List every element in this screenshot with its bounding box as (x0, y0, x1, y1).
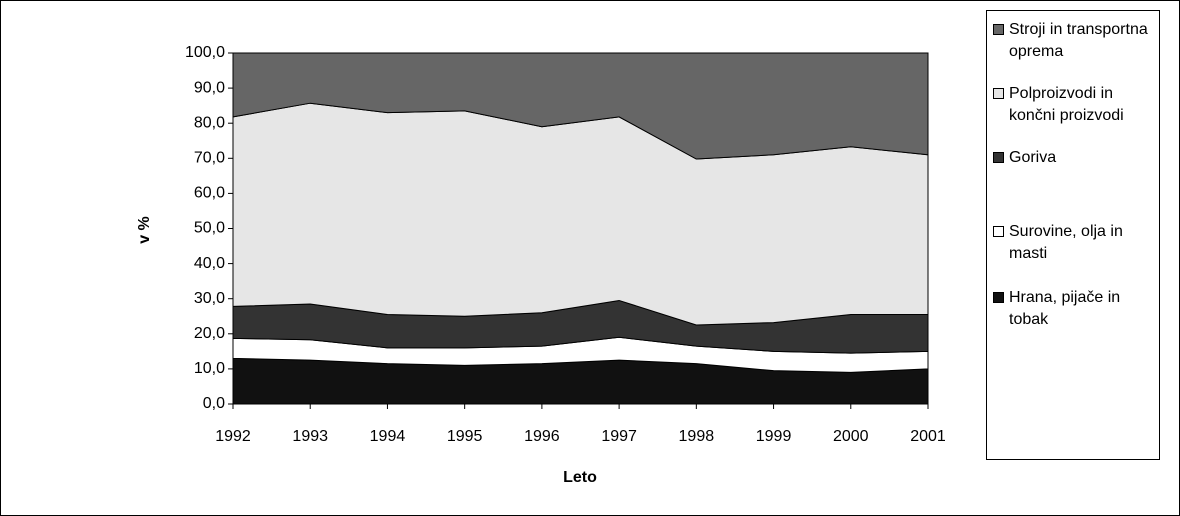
y-tick-label: 40,0 (194, 255, 225, 272)
legend-label: Hrana, pijače in tobak (1009, 289, 1121, 328)
legend-label: Stroji in transportna oprema (1009, 21, 1148, 60)
x-tick-label: 1992 (215, 428, 251, 445)
y-tick-label: 90,0 (194, 79, 225, 96)
x-axis-label: Leto (563, 469, 597, 486)
legend-swatch (993, 88, 1004, 99)
legend-label: Surovine, olja in masti (1009, 223, 1123, 262)
legend-label: Polproizvodi in končni proizvodi (1009, 85, 1124, 124)
y-tick-label: 70,0 (194, 150, 225, 167)
x-tick-label: 1996 (524, 428, 560, 445)
y-tick-label: 50,0 (194, 220, 225, 237)
x-tick-label: 1998 (679, 428, 715, 445)
x-tick-label: 1993 (292, 428, 328, 445)
y-tick-label: 30,0 (194, 290, 225, 307)
y-tick-label: 100,0 (185, 44, 225, 61)
x-tick-label: 2000 (833, 428, 869, 445)
area (232, 52, 929, 160)
legend-swatch (993, 292, 1004, 303)
x-tick-label: 1999 (756, 428, 792, 445)
x-tick-label: 1997 (601, 428, 637, 445)
y-tick-label: 0,0 (203, 395, 225, 412)
x-tick-label: 1995 (447, 428, 483, 445)
y-tick-label: 10,0 (194, 360, 225, 377)
x-tick-label: 2001 (910, 428, 946, 445)
y-axis-label: v % (136, 216, 153, 244)
legend-swatch (993, 226, 1004, 237)
y-tick-label: 60,0 (194, 185, 225, 202)
y-tick-label: 20,0 (194, 325, 225, 342)
legend: Stroji in transportna oprema Polproizvodi… (986, 10, 1160, 460)
legend-swatch (993, 152, 1004, 163)
y-tick-label: 80,0 (194, 114, 225, 131)
x-tick-label: 1994 (370, 428, 406, 445)
legend-label: Goriva (1009, 149, 1057, 166)
legend-swatch (993, 24, 1004, 35)
